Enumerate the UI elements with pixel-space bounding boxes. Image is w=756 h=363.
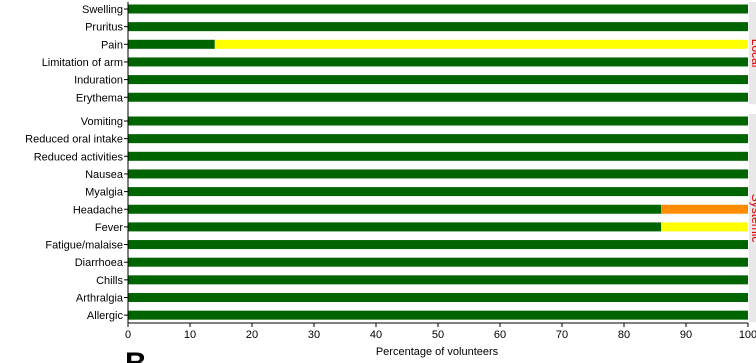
- category-label-fever: Fever: [95, 222, 123, 234]
- group-label-systemic: Systemic: [749, 194, 756, 243]
- category-label-headache: Headache: [73, 204, 123, 216]
- bar-reduced-activities-seg0: [128, 151, 748, 161]
- category-label-limitation-of-arm: Limitation of arm: [42, 57, 123, 69]
- category-label-swelling: Swelling: [82, 4, 123, 16]
- x-tick-label-100: 100: [739, 329, 756, 341]
- x-tick-label-90: 90: [680, 329, 692, 341]
- x-tick-label-10: 10: [184, 329, 196, 341]
- x-tick-label-20: 20: [246, 329, 258, 341]
- category-label-reduced-oral-intake: Reduced oral intake: [25, 134, 123, 146]
- category-labels: Swelling Pruritus Pain Limitation of arm Ind…: [25, 4, 128, 322]
- category-label-induration: Induration: [74, 75, 123, 87]
- bar-erythema-seg0: [128, 92, 748, 102]
- x-axis-label: Percentage of volunteers: [376, 346, 499, 358]
- category-label-vomiting: Vomiting: [81, 116, 123, 128]
- category-label-nausea: Nausea: [85, 169, 124, 181]
- bar-nausea-seg0: [128, 169, 748, 179]
- bar-allergic-seg0: [128, 310, 748, 320]
- bar-swelling-seg0: [128, 4, 748, 14]
- category-label-diarrhoea: Diarrhoea: [75, 257, 124, 269]
- category-label-arthralgia: Arthralgia: [76, 293, 124, 305]
- x-tick-label-30: 30: [308, 329, 320, 341]
- bar-fever-seg1: [661, 222, 748, 232]
- category-label-erythema: Erythema: [76, 92, 124, 104]
- group-labels: Local Systemic: [749, 2, 756, 323]
- bar-limitation-of-arm-seg0: [128, 57, 748, 67]
- category-label-chills: Chills: [96, 275, 123, 287]
- category-label-pruritus: Pruritus: [85, 22, 123, 34]
- group-label-strip: [749, 114, 756, 323]
- group-label-strip: [749, 2, 756, 105]
- bars-layer: [128, 4, 749, 320]
- x-tick-label-50: 50: [432, 329, 444, 341]
- bar-diarrhoea-seg0: [128, 257, 748, 267]
- bar-reduced-oral-intake-seg0: [128, 134, 748, 144]
- bar-arthralgia-seg0: [128, 293, 748, 302]
- x-tick-label-40: 40: [370, 329, 382, 341]
- bar-fever-seg0: [128, 222, 662, 232]
- category-label-reduced-activities: Reduced activities: [34, 151, 124, 163]
- bar-induration-seg0: [128, 75, 748, 85]
- group-label-local: Local: [749, 39, 756, 68]
- bar-fatigue-malaise-seg0: [128, 240, 748, 250]
- bar-chills-seg0: [128, 275, 748, 285]
- x-tick-label-70: 70: [556, 329, 568, 341]
- bar-pain-seg0: [128, 39, 215, 49]
- x-tick-label-80: 80: [618, 329, 630, 341]
- category-label-allergic: Allergic: [87, 310, 124, 322]
- x-tick-label-60: 60: [494, 329, 506, 341]
- bar-pruritus-seg0: [128, 22, 748, 32]
- bar-vomiting-seg0: [128, 116, 748, 126]
- bar-myalgia-seg0: [128, 187, 748, 197]
- category-label-fatigue-malaise: Fatigue/malaise: [45, 240, 123, 252]
- panel-letter: B: [125, 347, 147, 363]
- x-axis: 0 10 20 30 40 50 60 70 80 90 100: [125, 2, 756, 341]
- category-label-myalgia: Myalgia: [85, 187, 124, 199]
- category-label-pain: Pain: [101, 39, 123, 51]
- bar-pain-seg1: [214, 39, 749, 49]
- bar-headache-seg0: [128, 204, 662, 214]
- x-tick-label-0: 0: [125, 329, 131, 341]
- bar-headache-seg1: [661, 204, 748, 214]
